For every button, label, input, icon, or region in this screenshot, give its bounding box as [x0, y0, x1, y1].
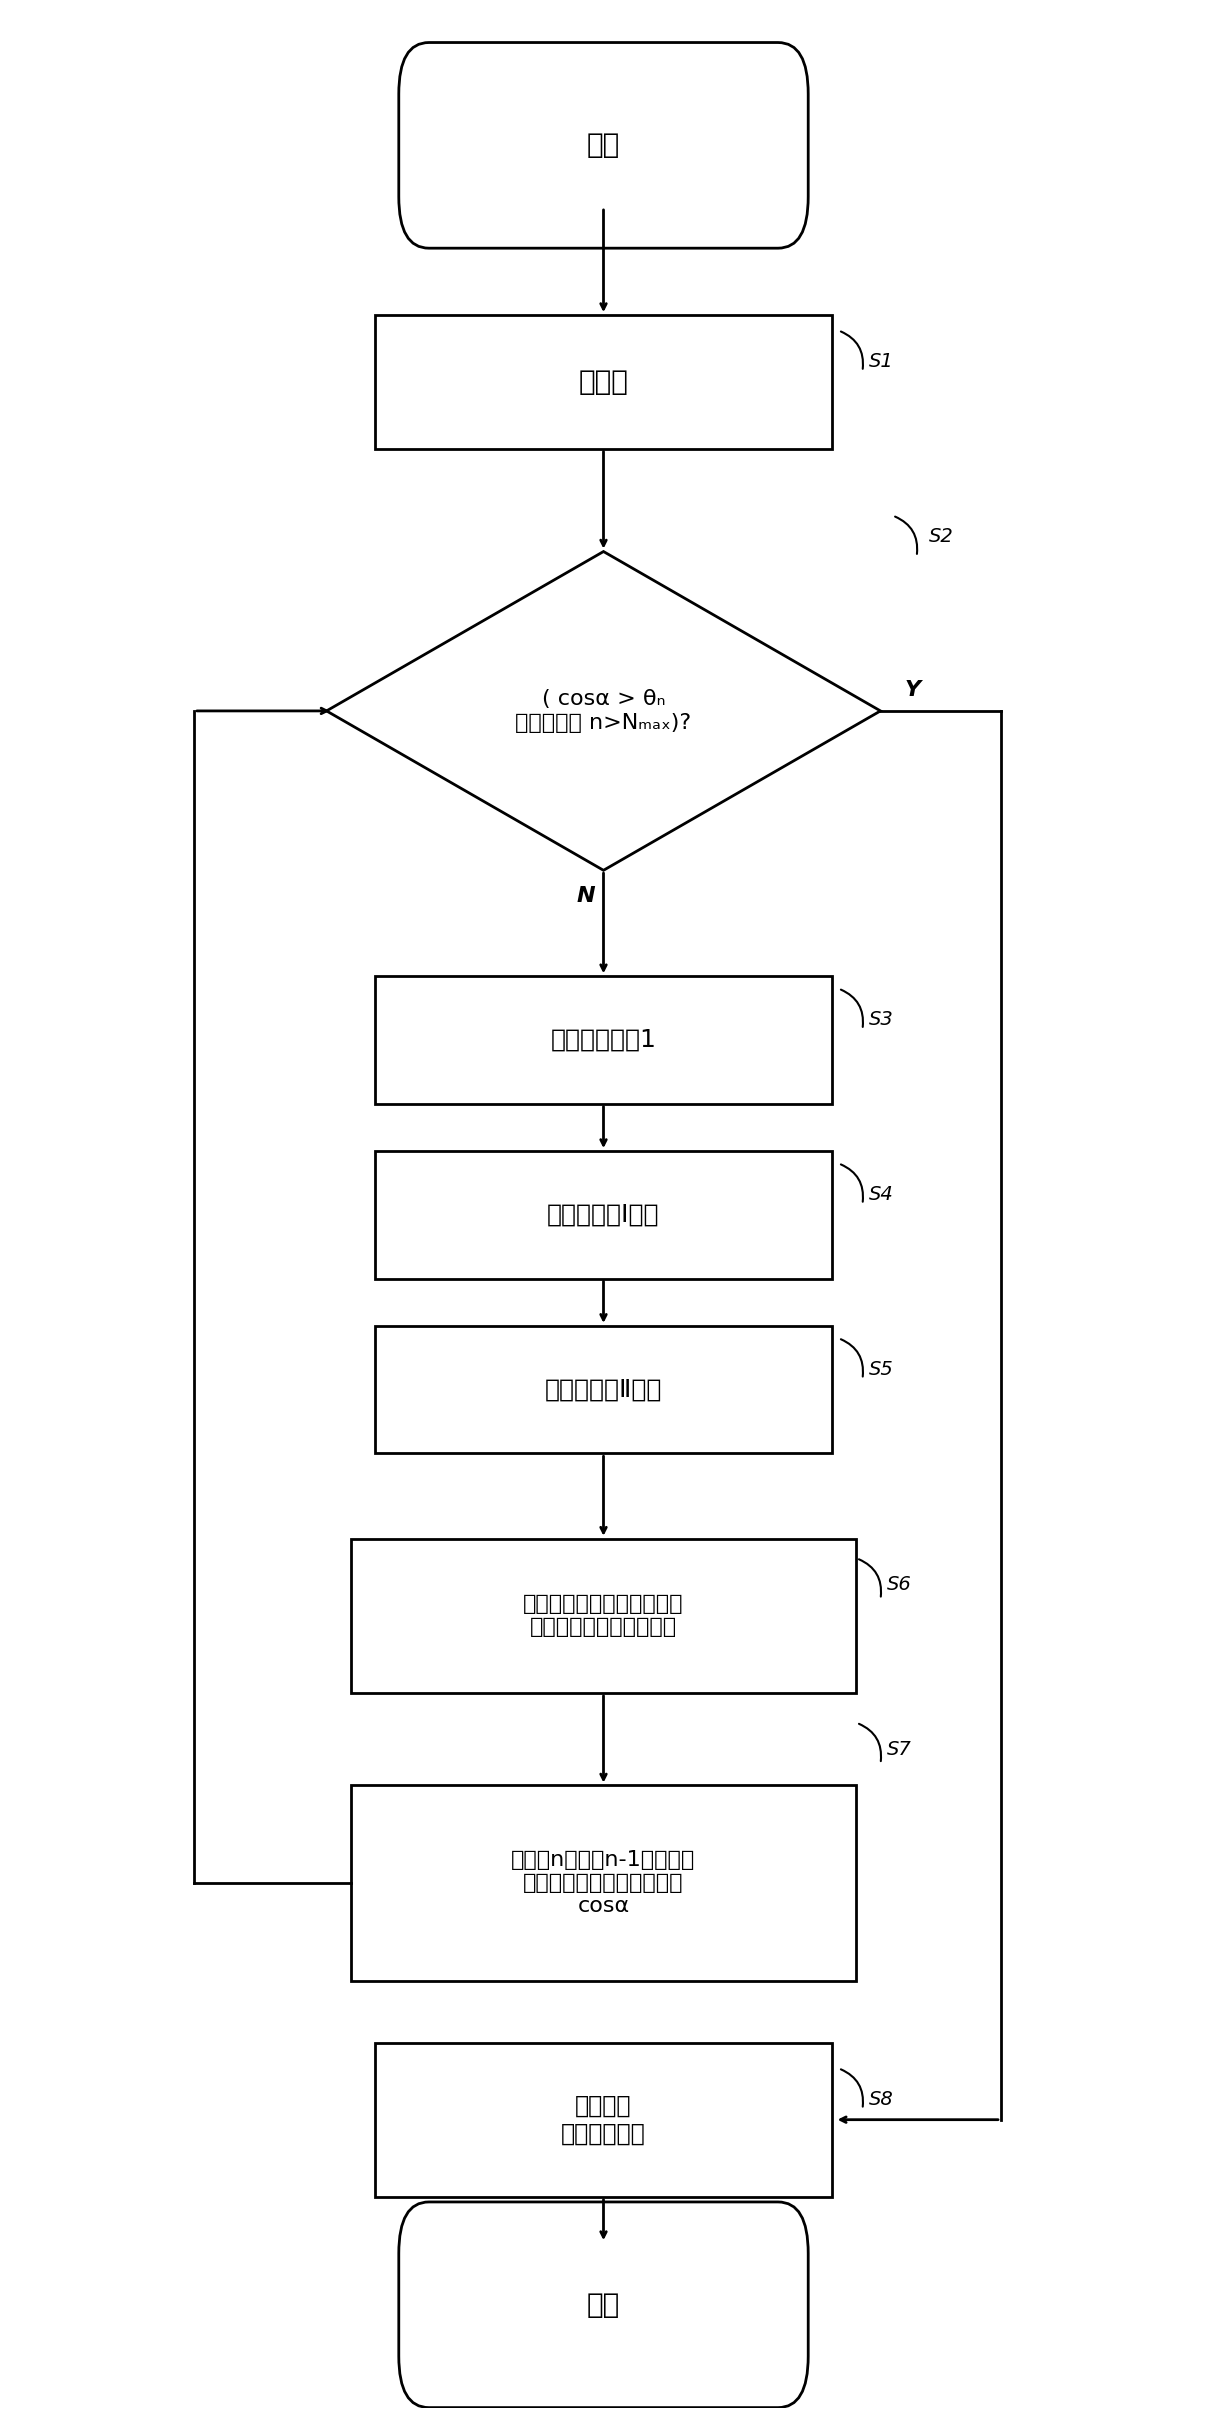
- Bar: [374, 1152, 833, 1279]
- Text: S7: S7: [886, 1739, 911, 1759]
- FancyBboxPatch shape: [398, 43, 809, 248]
- Polygon shape: [327, 552, 880, 870]
- FancyBboxPatch shape: [398, 2202, 809, 2407]
- Text: S4: S4: [868, 1185, 893, 1204]
- Text: Y: Y: [904, 679, 921, 701]
- Text: 存储外部信息矢量，计算并
存储外部信息矢量的模长: 存储外部信息矢量，计算并 存储外部信息矢量的模长: [524, 1595, 683, 1638]
- Bar: [374, 2043, 833, 2197]
- Text: S1: S1: [868, 352, 893, 371]
- Bar: [374, 1325, 833, 1453]
- Bar: [374, 976, 833, 1103]
- Text: 初始化: 初始化: [578, 369, 629, 395]
- Text: S5: S5: [868, 1359, 893, 1378]
- Bar: [350, 1785, 857, 1980]
- Text: S8: S8: [868, 2089, 893, 2108]
- Text: S6: S6: [886, 1575, 911, 1595]
- Bar: [374, 316, 833, 448]
- Bar: [350, 1539, 857, 1694]
- Text: 结束: 结束: [587, 2291, 620, 2320]
- Text: 分量译码器Ⅱ译码: 分量译码器Ⅱ译码: [544, 1378, 663, 1402]
- Text: S2: S2: [928, 528, 954, 544]
- Text: 开始: 开始: [587, 132, 620, 159]
- Text: ( cosα > θₙ
或迭代次数 n>Nₘₐₓ)?: ( cosα > θₙ 或迭代次数 n>Nₘₐₓ)?: [515, 689, 692, 732]
- Text: 停止迭代
硬判决并输出: 停止迭代 硬判决并输出: [561, 2093, 646, 2146]
- Text: 计算第n次和第n-1次迭代外
部信息矢量间的余弦相似度
cosα: 计算第n次和第n-1次迭代外 部信息矢量间的余弦相似度 cosα: [512, 1850, 695, 1918]
- Text: S3: S3: [868, 1009, 893, 1029]
- Text: 分量译码器Ⅰ译码: 分量译码器Ⅰ译码: [547, 1202, 660, 1226]
- Text: 迭代次数增加1: 迭代次数增加1: [550, 1029, 657, 1053]
- Text: N: N: [576, 887, 595, 906]
